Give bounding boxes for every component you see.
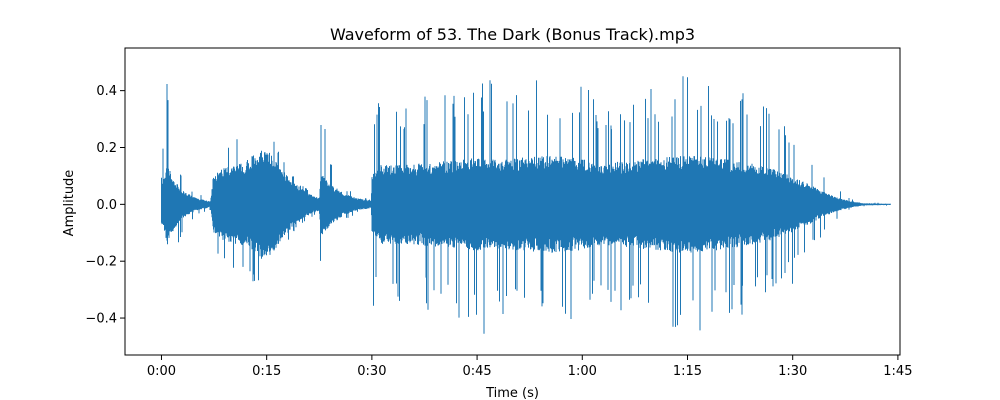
x-tick-label: 1:15	[673, 364, 702, 379]
x-axis: 0:00 0:15 0:30 0:45 1:00 1:15 1:30 1:45	[147, 355, 912, 379]
x-tick-label: 1:45	[883, 364, 912, 379]
y-tick-label: 0.4	[96, 84, 117, 99]
x-tick-label: 1:30	[778, 364, 807, 379]
y-tick-label: 0.2	[96, 141, 117, 156]
waveform-series-line	[161, 76, 891, 334]
y-tick-label: −0.4	[85, 312, 117, 327]
x-tick-label: 1:00	[568, 364, 597, 379]
axes-frame	[124, 47, 901, 356]
y-axis-label: Amplitude	[62, 170, 77, 237]
x-tick-label: 0:45	[462, 364, 491, 379]
plot-area	[161, 76, 891, 334]
x-tick-label: 0:00	[147, 364, 176, 379]
x-tick-label: 0:30	[357, 364, 386, 379]
x-axis-label: Time (s)	[485, 386, 539, 400]
y-axis: 0.4 0.2 0.0 −0.2 −0.4	[85, 84, 125, 327]
y-tick-label: 0.0	[96, 198, 117, 213]
y-tick-label: −0.2	[85, 255, 117, 270]
chart-title: Waveform of 53. The Dark (Bonus Track).m…	[330, 25, 695, 44]
x-tick-label: 0:15	[252, 364, 281, 379]
